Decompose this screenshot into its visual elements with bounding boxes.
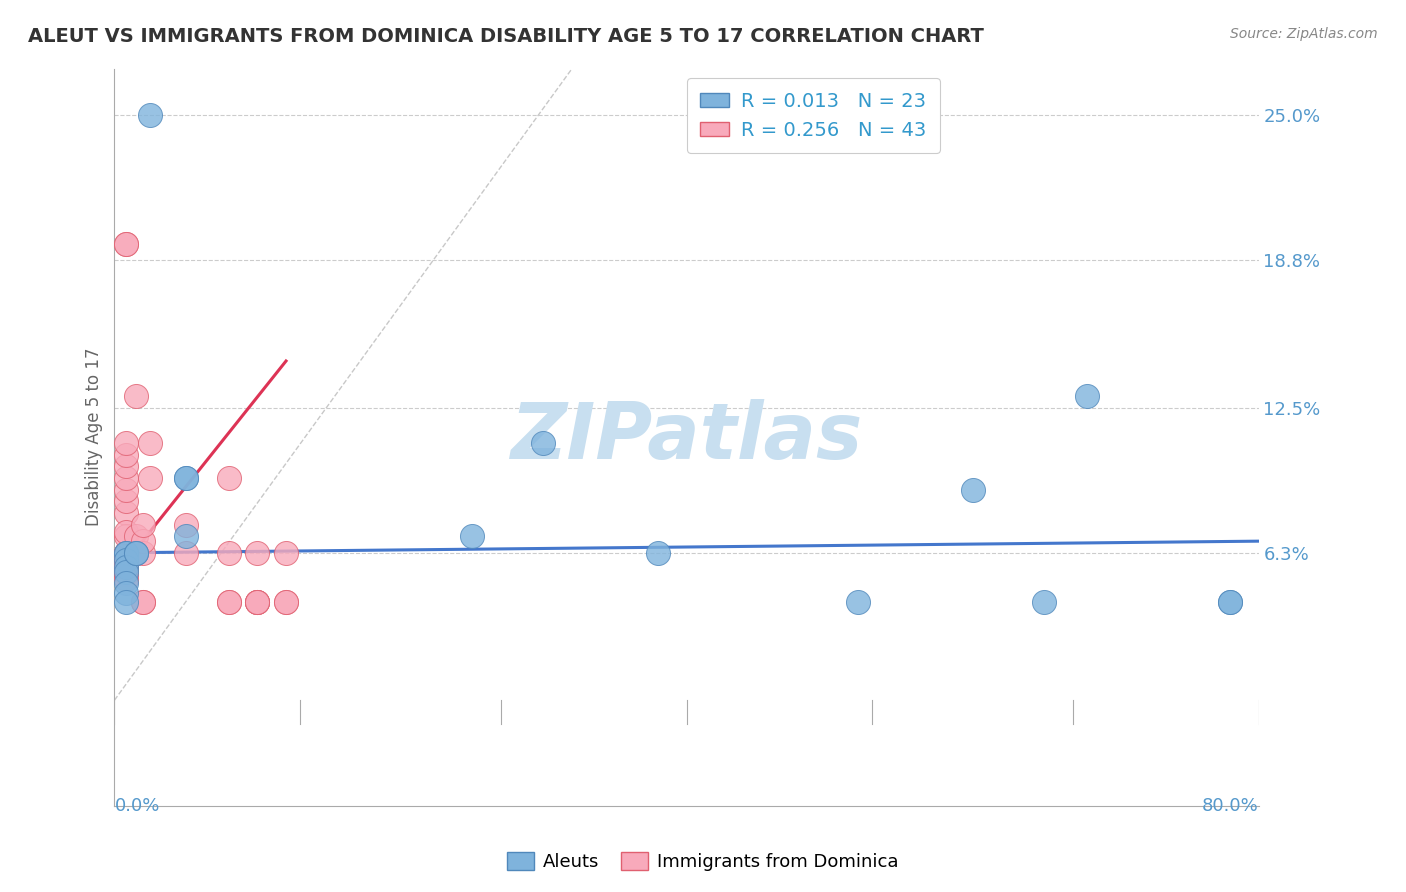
Point	[115, 237, 138, 252]
Point	[1219, 595, 1241, 609]
Point	[115, 576, 138, 591]
Point	[115, 553, 138, 567]
Point	[115, 562, 138, 576]
Point	[115, 546, 138, 560]
Point	[1033, 595, 1056, 609]
Point	[115, 546, 138, 560]
Legend: R = 0.013   N = 23, R = 0.256   N = 43: R = 0.013 N = 23, R = 0.256 N = 43	[686, 78, 941, 153]
Point	[115, 436, 138, 450]
Point	[174, 546, 197, 560]
Point	[962, 483, 984, 497]
Text: ZIPatlas: ZIPatlas	[510, 399, 863, 475]
Point	[218, 595, 240, 609]
Point	[274, 595, 297, 609]
Point	[115, 566, 138, 581]
Point	[125, 546, 148, 560]
Point	[139, 108, 162, 122]
Point	[115, 572, 138, 586]
Point	[246, 595, 269, 609]
Point	[125, 546, 148, 560]
Point	[115, 546, 138, 560]
Point	[125, 529, 148, 543]
Point	[115, 471, 138, 485]
Point	[115, 558, 138, 572]
Point	[115, 560, 138, 574]
Point	[115, 237, 138, 252]
Legend: Aleuts, Immigrants from Dominica: Aleuts, Immigrants from Dominica	[501, 845, 905, 879]
Point	[274, 546, 297, 560]
Point	[1076, 389, 1098, 403]
Point	[115, 459, 138, 474]
Text: ALEUT VS IMMIGRANTS FROM DOMINICA DISABILITY AGE 5 TO 17 CORRELATION CHART: ALEUT VS IMMIGRANTS FROM DOMINICA DISABI…	[28, 27, 984, 45]
Point	[115, 506, 138, 520]
Point	[115, 585, 138, 599]
Point	[132, 534, 155, 549]
Point	[246, 595, 269, 609]
Point	[115, 483, 138, 497]
Point	[846, 595, 869, 609]
Point	[139, 436, 162, 450]
Text: 80.0%: 80.0%	[1202, 797, 1258, 814]
Point	[218, 595, 240, 609]
Point	[274, 595, 297, 609]
Point	[647, 546, 669, 560]
Point	[1219, 595, 1241, 609]
Point	[115, 546, 138, 560]
Point	[246, 595, 269, 609]
Point	[115, 494, 138, 508]
Point	[218, 546, 240, 560]
Point	[139, 471, 162, 485]
Point	[115, 595, 138, 609]
Point	[533, 436, 555, 450]
Point	[246, 595, 269, 609]
Point	[132, 546, 155, 560]
Text: Source: ZipAtlas.com: Source: ZipAtlas.com	[1230, 27, 1378, 41]
Point	[174, 529, 197, 543]
Y-axis label: Disability Age 5 to 17: Disability Age 5 to 17	[86, 348, 103, 526]
Point	[115, 524, 138, 539]
Point	[115, 448, 138, 462]
Point	[132, 595, 155, 609]
Point	[461, 529, 484, 543]
Point	[174, 471, 197, 485]
Point	[115, 529, 138, 543]
Point	[125, 546, 148, 560]
Point	[218, 471, 240, 485]
Point	[246, 546, 269, 560]
Point	[174, 471, 197, 485]
Point	[115, 546, 138, 560]
Point	[174, 517, 197, 532]
Point	[115, 565, 138, 579]
Point	[132, 517, 155, 532]
Point	[125, 389, 148, 403]
Text: 0.0%: 0.0%	[114, 797, 160, 814]
Point	[132, 595, 155, 609]
Point	[115, 553, 138, 567]
